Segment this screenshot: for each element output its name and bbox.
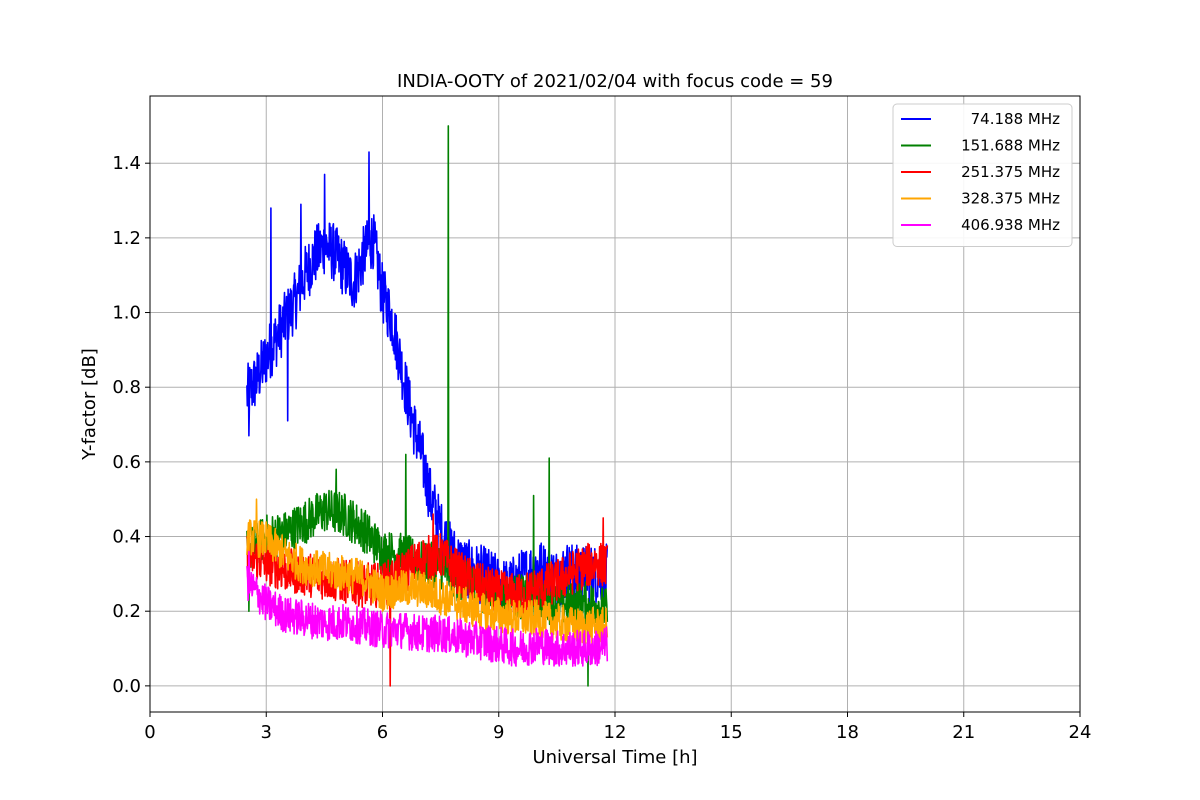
x-tick-label: 15 bbox=[720, 722, 743, 743]
legend: 74.188 MHz 151.688 MHz 251.375 MHz 328.375 … bbox=[892, 103, 1073, 247]
y-tick-label: 1.2 bbox=[112, 228, 141, 249]
x-axis-label: Universal Time [h] bbox=[532, 747, 697, 768]
y-tick-label: 0.2 bbox=[112, 601, 141, 622]
series-line bbox=[246, 513, 609, 687]
legend-label: 406.938 MHz bbox=[961, 216, 1060, 234]
y-tick-label: 0.8 bbox=[112, 377, 141, 398]
y-axis-label: Y-factor [dB] bbox=[79, 348, 100, 461]
x-tick-label: 12 bbox=[604, 722, 627, 743]
x-tick-label: 3 bbox=[261, 722, 272, 743]
legend-label: 251.375 MHz bbox=[961, 163, 1060, 181]
x-tick-label: 9 bbox=[493, 722, 504, 743]
y-tick-label: 1.4 bbox=[112, 153, 141, 174]
y-tick-label: 0.4 bbox=[112, 527, 141, 548]
series-line bbox=[246, 550, 609, 667]
x-tick-label: 21 bbox=[952, 722, 975, 743]
legend-label: 151.688 MHz bbox=[961, 137, 1060, 155]
y-tick-label: 1.0 bbox=[112, 303, 141, 324]
chart-title: INDIA-OOTY of 2021/02/04 with focus code… bbox=[397, 71, 833, 92]
x-tick-label: 18 bbox=[836, 722, 859, 743]
y-tick-label: 0.6 bbox=[112, 452, 141, 473]
x-tick-label: 24 bbox=[1069, 722, 1092, 743]
axis-ticks: 0 3 6 9 12 15 18 21 24 0.0 0.2 0.4 0.6 0.8 1.0 1.2 1.4 bbox=[112, 153, 1091, 743]
legend-box bbox=[892, 103, 1073, 247]
plot-series-layer bbox=[246, 125, 609, 687]
x-tick-label: 0 bbox=[144, 722, 155, 743]
series-line bbox=[246, 498, 609, 645]
legend-label: 74.188 MHz bbox=[971, 110, 1060, 128]
y-tick-label: 0.0 bbox=[112, 676, 141, 697]
x-tick-label: 6 bbox=[377, 722, 388, 743]
legend-label: 328.375 MHz bbox=[961, 190, 1060, 208]
